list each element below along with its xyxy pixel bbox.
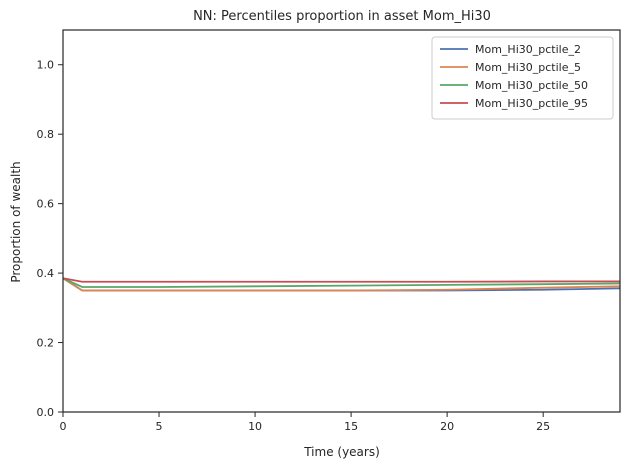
y-axis-label: Proportion of wealth bbox=[9, 161, 23, 282]
legend-label: Mom_Hi30_pctile_50 bbox=[475, 79, 588, 92]
legend: Mom_Hi30_pctile_2 Mom_Hi30_pctile_5 Mom_Hi… bbox=[431, 36, 614, 120]
series-line-3 bbox=[62, 277, 621, 288]
chart-title: NN: Percentiles proportion in asset Mom_… bbox=[193, 9, 491, 24]
y-tick-label: 1.0 bbox=[37, 59, 55, 72]
x-tick-label: 25 bbox=[536, 420, 550, 433]
y-tick-label: 0.6 bbox=[37, 198, 55, 211]
legend-label: Mom_Hi30_pctile_5 bbox=[475, 61, 581, 74]
legend-label: Mom_Hi30_pctile_95 bbox=[475, 97, 588, 110]
series-line-4 bbox=[62, 277, 620, 283]
y-tick-label: 0.2 bbox=[37, 337, 55, 350]
y-tick-label: 0.4 bbox=[37, 267, 55, 280]
x-tick-label: 5 bbox=[156, 420, 163, 433]
x-tick-label: 15 bbox=[344, 420, 358, 433]
plot-layer bbox=[62, 277, 621, 292]
axes-layer: 0 5 10 15 20 25 0.0 0.2 0.4 0.6 0.8 1.0 bbox=[37, 29, 621, 433]
y-tick-label: 0.8 bbox=[37, 128, 55, 141]
x-tick-label: 20 bbox=[440, 420, 454, 433]
plot-frame bbox=[62, 29, 621, 413]
x-tick-label: 10 bbox=[248, 420, 262, 433]
series-line-2 bbox=[62, 277, 621, 292]
legend-label: Mom_Hi30_pctile_2 bbox=[475, 43, 581, 56]
y-tick-label: 0.0 bbox=[37, 406, 55, 419]
x-axis-label: Time (years) bbox=[303, 445, 380, 459]
x-tick-label: 0 bbox=[60, 420, 67, 433]
legend-box bbox=[431, 36, 614, 120]
